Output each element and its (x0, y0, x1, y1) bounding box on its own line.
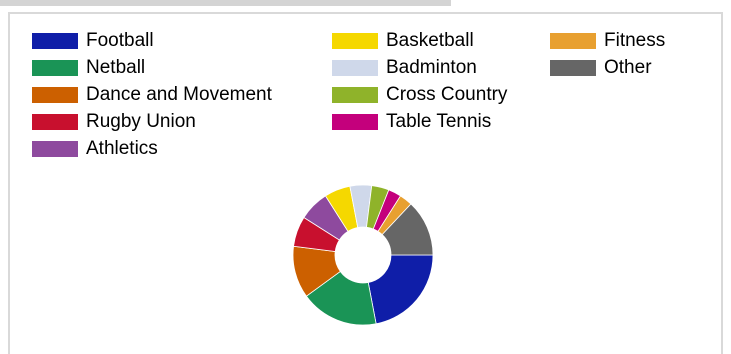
legend-label: Cross Country (386, 84, 508, 105)
legend-swatch (32, 141, 78, 157)
legend-swatch (332, 87, 378, 103)
legend-item-cross-country: Cross Country (332, 84, 507, 106)
legend-swatch (32, 114, 78, 130)
legend-swatch (32, 33, 78, 49)
donut-slices (292, 184, 434, 326)
legend-label: Athletics (86, 138, 158, 159)
legend-item-rugby-union: Rugby Union (32, 111, 196, 133)
legend-swatch (32, 87, 78, 103)
legend-item-football: Football (32, 30, 154, 52)
donut-slice-football (367, 254, 434, 325)
legend-label: Football (86, 30, 154, 51)
legend-label: Netball (86, 57, 146, 78)
legend-item-dance-and-movement: Dance and Movement (32, 84, 272, 106)
legend-label: Dance and Movement (86, 84, 272, 105)
legend-label: Rugby Union (86, 111, 196, 132)
donut-slice-other (381, 203, 434, 256)
legend-item-table-tennis: Table Tennis (332, 111, 491, 133)
legend-swatch (550, 60, 596, 76)
legend-item-other: Other (550, 57, 652, 79)
legend-swatch (332, 114, 378, 130)
top-bar (0, 0, 451, 6)
legend-item-netball: Netball (32, 57, 145, 79)
legend-label: Basketball (386, 30, 474, 51)
donut-chart (292, 184, 434, 326)
legend-label: Badminton (386, 57, 477, 78)
legend-label: Fitness (604, 30, 666, 51)
legend-item-athletics: Athletics (32, 138, 158, 160)
legend-swatch (32, 60, 78, 76)
legend: Football Netball Dance and Movement Rugb… (32, 30, 712, 165)
legend-swatch (550, 33, 596, 49)
legend-item-badminton: Badminton (332, 57, 477, 79)
legend-swatch (332, 33, 378, 49)
legend-item-basketball: Basketball (332, 30, 474, 52)
legend-item-fitness: Fitness (550, 30, 665, 52)
legend-label: Table Tennis (386, 111, 492, 132)
legend-swatch (332, 60, 378, 76)
legend-label: Other (604, 57, 652, 78)
